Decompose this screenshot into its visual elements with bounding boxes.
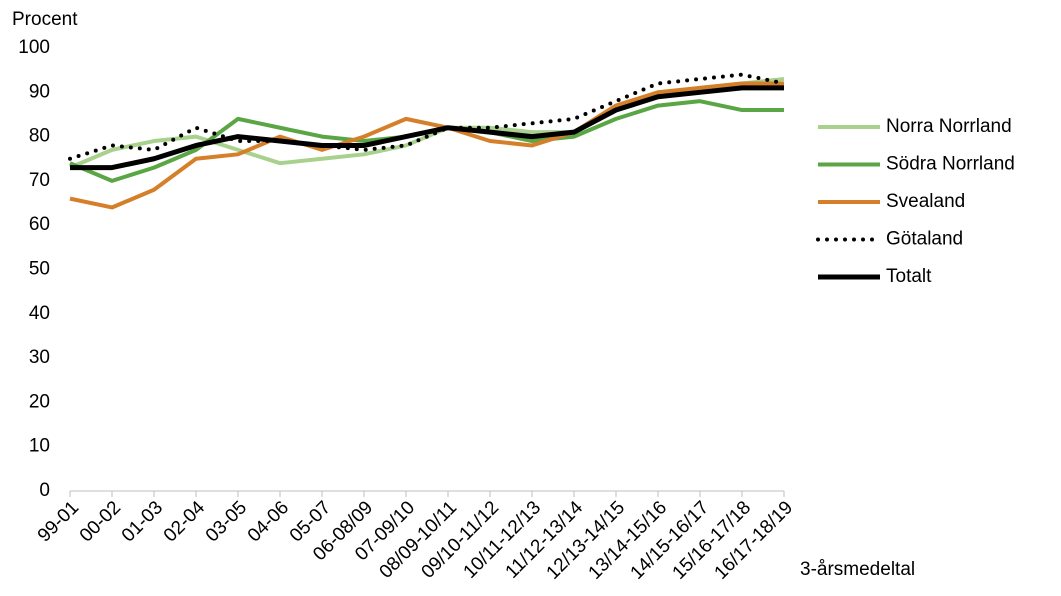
y-tick-label: 60 <box>29 214 50 235</box>
series-line <box>69 81 784 210</box>
legend-label: Norra Norrland <box>886 116 1012 137</box>
legend-label: Södra Norrland <box>886 154 1015 175</box>
series-line <box>68 72 786 161</box>
y-tick-label: 50 <box>29 259 50 280</box>
y-tick-label: 100 <box>18 37 50 58</box>
y-tick-label: 70 <box>29 170 50 191</box>
y-axis-label: Procent <box>12 9 78 30</box>
x-tick-label: 02-04 <box>160 497 210 547</box>
y-tick-label: 80 <box>29 126 50 147</box>
y-tick-label: 0 <box>39 480 50 501</box>
y-tick-label: 90 <box>29 81 50 102</box>
x-tick-label: 99-01 <box>34 497 83 546</box>
legend-label: Götaland <box>886 229 963 250</box>
series-line <box>69 99 784 183</box>
legend-label: Totalt <box>886 266 932 287</box>
x-axis-label: 3-årsmedeltal <box>800 559 915 580</box>
legend-label: Svealand <box>886 191 965 212</box>
y-tick-label: 20 <box>29 391 50 412</box>
y-tick-label: 10 <box>29 436 50 457</box>
series-line <box>70 85 784 171</box>
x-tick-label: 03-05 <box>202 497 251 546</box>
x-tick-label: 01-03 <box>118 497 167 546</box>
x-tick-label: 04-06 <box>244 497 293 546</box>
y-tick-label: 40 <box>29 303 50 324</box>
x-tick-label: 00-02 <box>76 497 125 546</box>
y-tick-label: 30 <box>29 347 50 368</box>
